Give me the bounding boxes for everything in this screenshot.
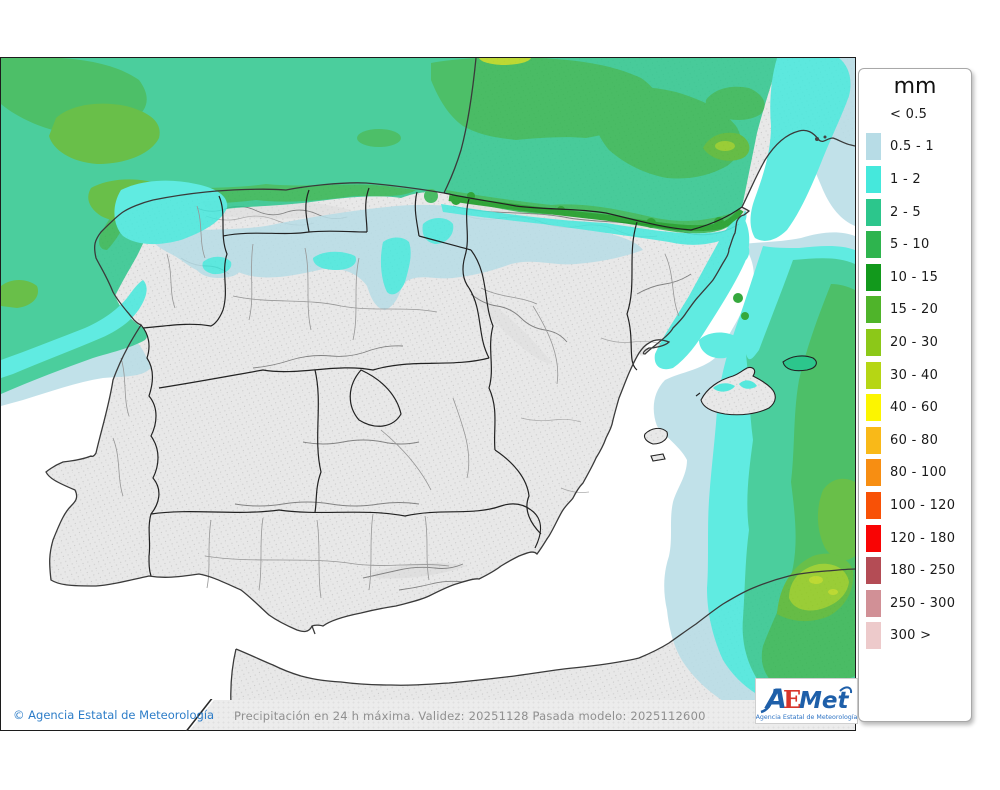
legend-row: 180 - 250 (859, 554, 971, 587)
legend-label: 30 - 40 (890, 367, 939, 383)
legend-label: 20 - 30 (890, 334, 939, 350)
legend-row: 10 - 15 (859, 261, 971, 294)
legend-label: 120 - 180 (890, 530, 956, 546)
legend-label: 60 - 80 (890, 432, 939, 448)
legend-label: 2 - 5 (890, 204, 921, 220)
legend-label: 180 - 250 (890, 563, 956, 579)
menorca (782, 355, 817, 372)
formentera (650, 453, 666, 462)
color-swatch (866, 394, 881, 422)
legend-row: 120 - 180 (859, 522, 971, 555)
cabrera (695, 392, 701, 397)
legend-label: 80 - 100 (890, 465, 947, 481)
legend-row: 30 - 40 (859, 359, 971, 392)
legend-label: 40 - 60 (890, 400, 939, 416)
legend-row: 15 - 20 (859, 294, 971, 327)
legend-row: 40 - 60 (859, 391, 971, 424)
color-swatch (866, 165, 881, 193)
logo-letter-a: A (764, 684, 787, 715)
precipitation-layer (1, 58, 855, 722)
mallorca-rain-patch (739, 380, 757, 389)
legend-label: 250 - 300 (890, 595, 956, 611)
mallorca (700, 366, 776, 416)
logo-caption: Agencia Estatal de Meteorología (756, 713, 857, 721)
legend-label: 10 - 15 (890, 269, 939, 285)
legend-label: 15 - 20 (890, 302, 939, 318)
legend-label: 300 > (890, 628, 932, 644)
ibiza (643, 427, 668, 445)
logo-swoosh-icon (760, 688, 777, 714)
color-swatch (866, 426, 881, 454)
map-caption: Precipitación en 24 h máxima. Validez: 2… (234, 709, 706, 723)
legend-row: 5 - 10 (859, 228, 971, 261)
color-swatch (866, 459, 881, 487)
color-swatch (866, 198, 881, 226)
aemet-logo-svg: A E Met Agencia Estatal de Meteorología (756, 684, 858, 721)
color-swatch (866, 589, 881, 617)
color-swatch (866, 133, 881, 161)
coastlines (45, 58, 855, 730)
legend-row: 250 - 300 (859, 587, 971, 620)
legend-label: < 0.5 (890, 106, 928, 122)
color-swatch (866, 557, 881, 585)
legend-label: 5 - 10 (890, 237, 930, 253)
mallorca-rain-patch (713, 383, 735, 392)
legend-row: 60 - 80 (859, 424, 971, 457)
legend-row: 100 - 120 (859, 489, 971, 522)
legend-row: 1 - 2 (859, 163, 971, 196)
color-swatch (866, 296, 881, 324)
color-swatch (866, 524, 881, 552)
color-swatch (866, 328, 881, 356)
color-swatch (866, 622, 881, 650)
logo-t-swoosh-icon (839, 686, 853, 694)
legend-label: 1 - 2 (890, 171, 921, 187)
color-swatch (866, 263, 881, 291)
color-swatch (866, 491, 881, 519)
copyright-text: © Agencia Estatal de Meteorología (13, 708, 215, 722)
legend-row: 20 - 30 (859, 326, 971, 359)
legend-row: 80 - 100 (859, 457, 971, 490)
legend-row: < 0.5 (859, 98, 971, 131)
legend-label: 0.5 - 1 (890, 139, 935, 155)
legend-row: 0.5 - 1 (859, 131, 971, 164)
precipitation-map (1, 58, 855, 730)
map-panel: © Agencia Estatal de Meteorología Precip… (0, 57, 858, 731)
map-footer: © Agencia Estatal de Meteorología Precip… (1, 699, 855, 731)
legend-row: 2 - 5 (859, 196, 971, 229)
color-swatch (866, 361, 881, 389)
logo-letter-e: E (783, 685, 801, 714)
legend-row: 300 > (859, 620, 971, 653)
footer-gray-bar (190, 700, 855, 730)
province-borders (112, 205, 680, 599)
aemet-logo: A E Met Agencia Estatal de Meteorología (755, 678, 858, 724)
region-borders (140, 187, 638, 577)
logo-letters-met: Met (799, 688, 849, 714)
legend-label: 100 - 120 (890, 497, 956, 513)
balearic-islands (643, 355, 817, 462)
legend-title: mm (893, 74, 937, 99)
legend-panel: mm < 0.5 0.5 - 1 1 - 2 2 - 5 5 - 10 (858, 68, 972, 722)
color-swatch (866, 231, 881, 259)
legend-rows: < 0.5 0.5 - 1 1 - 2 2 - 5 5 - 10 10 - 15 (859, 98, 971, 652)
